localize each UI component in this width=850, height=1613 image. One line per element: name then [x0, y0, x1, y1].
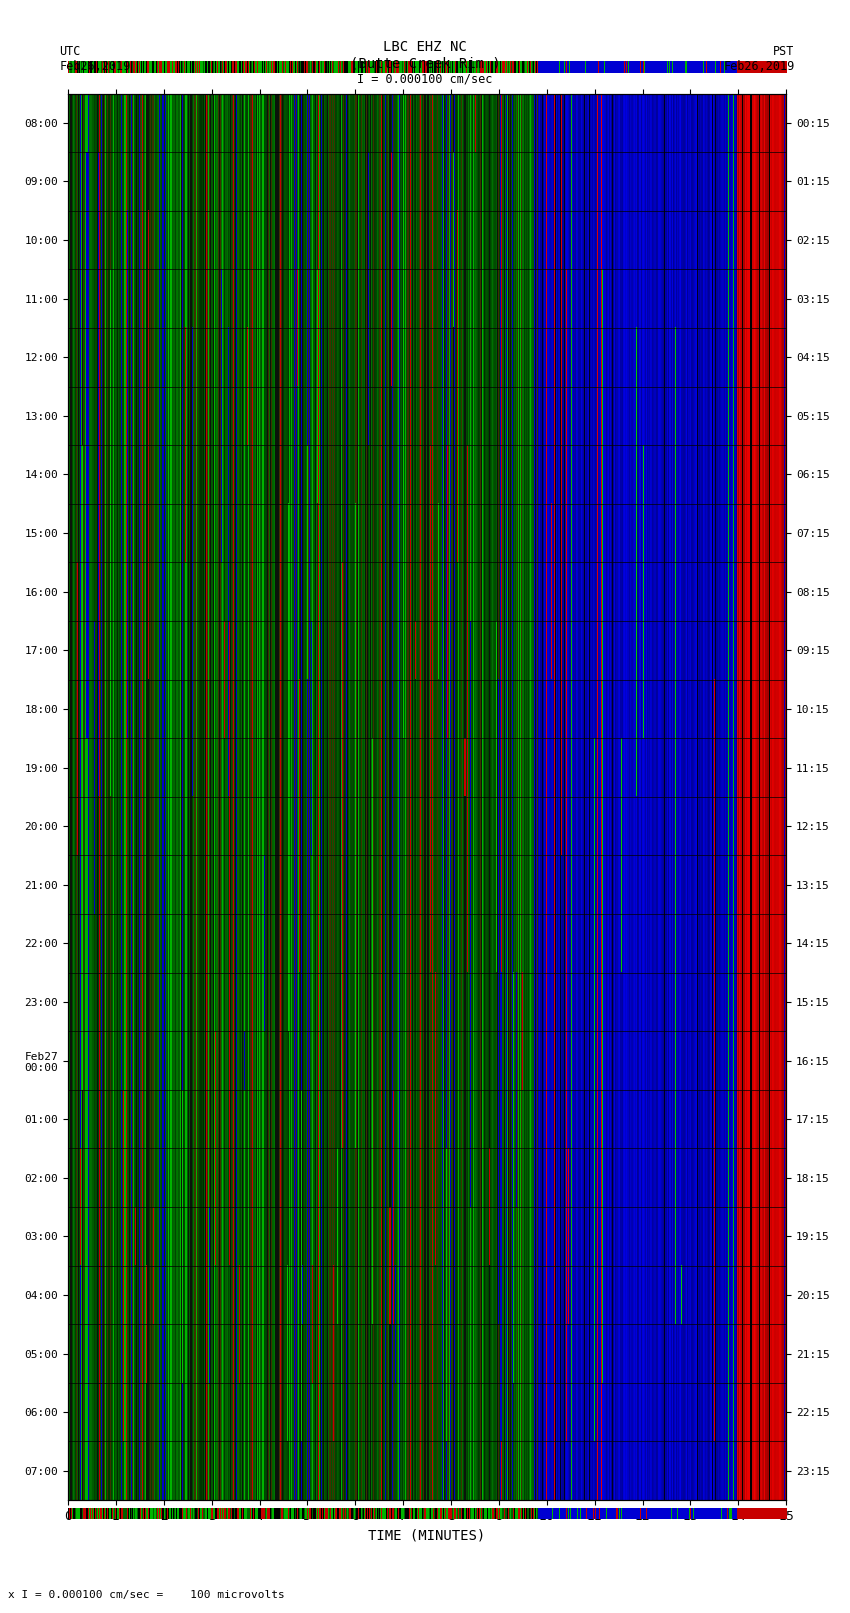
Text: UTC
Feb26,2019: UTC Feb26,2019 [60, 45, 131, 73]
Text: I = 0.000100 cm/sec: I = 0.000100 cm/sec [357, 73, 493, 85]
Text: LBC EHZ NC: LBC EHZ NC [383, 40, 467, 55]
Text: PST
Feb26,2019: PST Feb26,2019 [723, 45, 795, 73]
Text: x I = 0.000100 cm/sec =    100 microvolts: x I = 0.000100 cm/sec = 100 microvolts [8, 1590, 286, 1600]
Text: (Butte Creek Rim ): (Butte Creek Rim ) [349, 56, 501, 71]
X-axis label: TIME (MINUTES): TIME (MINUTES) [369, 1529, 485, 1542]
